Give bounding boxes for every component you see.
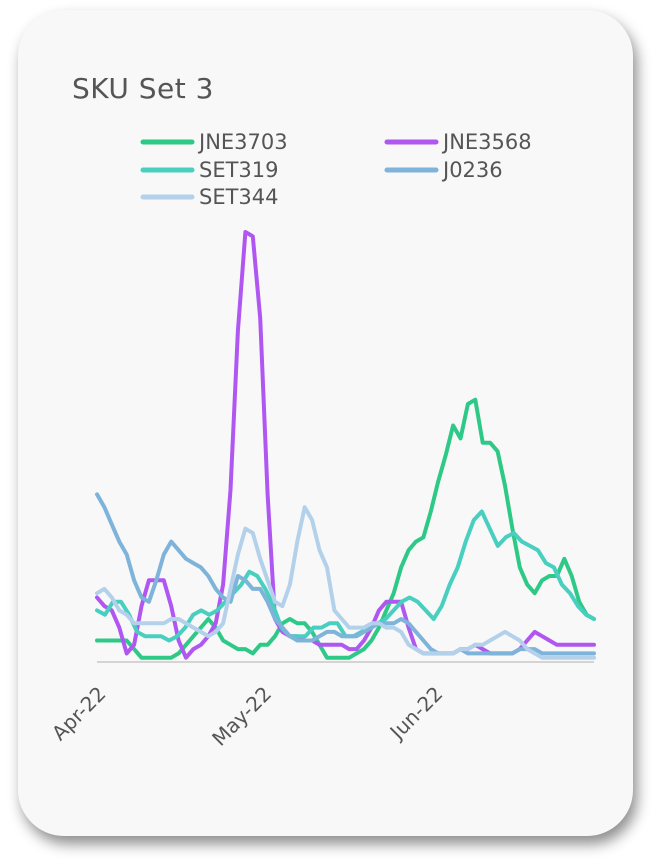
series-line-jne3703	[95, 397, 596, 660]
x-axis-ticks: Apr-22 May-22 Jun-22	[47, 682, 447, 751]
chart-title: SKU Set 3	[72, 72, 214, 105]
series-line-set344	[95, 505, 596, 660]
series-line-jne3568	[95, 230, 596, 660]
x-tick-label: Apr-22	[47, 682, 111, 746]
series-line-j0236	[95, 492, 596, 656]
legend-label-jne3703[interactable]: JNE3703	[197, 130, 288, 154]
x-tick-label: Jun-22	[384, 682, 448, 746]
chart-legend: JNE3703 JNE3568 SET319 J0236 SET344	[140, 130, 532, 209]
series-group	[95, 230, 596, 660]
x-tick-label: May-22	[207, 682, 276, 751]
legend-label-set319[interactable]: SET319	[199, 158, 279, 182]
legend-label-set344[interactable]: SET344	[199, 185, 279, 209]
legend-label-j0236[interactable]: J0236	[441, 158, 503, 182]
chart-card	[18, 10, 633, 836]
legend-label-jne3568[interactable]: JNE3568	[441, 130, 532, 154]
